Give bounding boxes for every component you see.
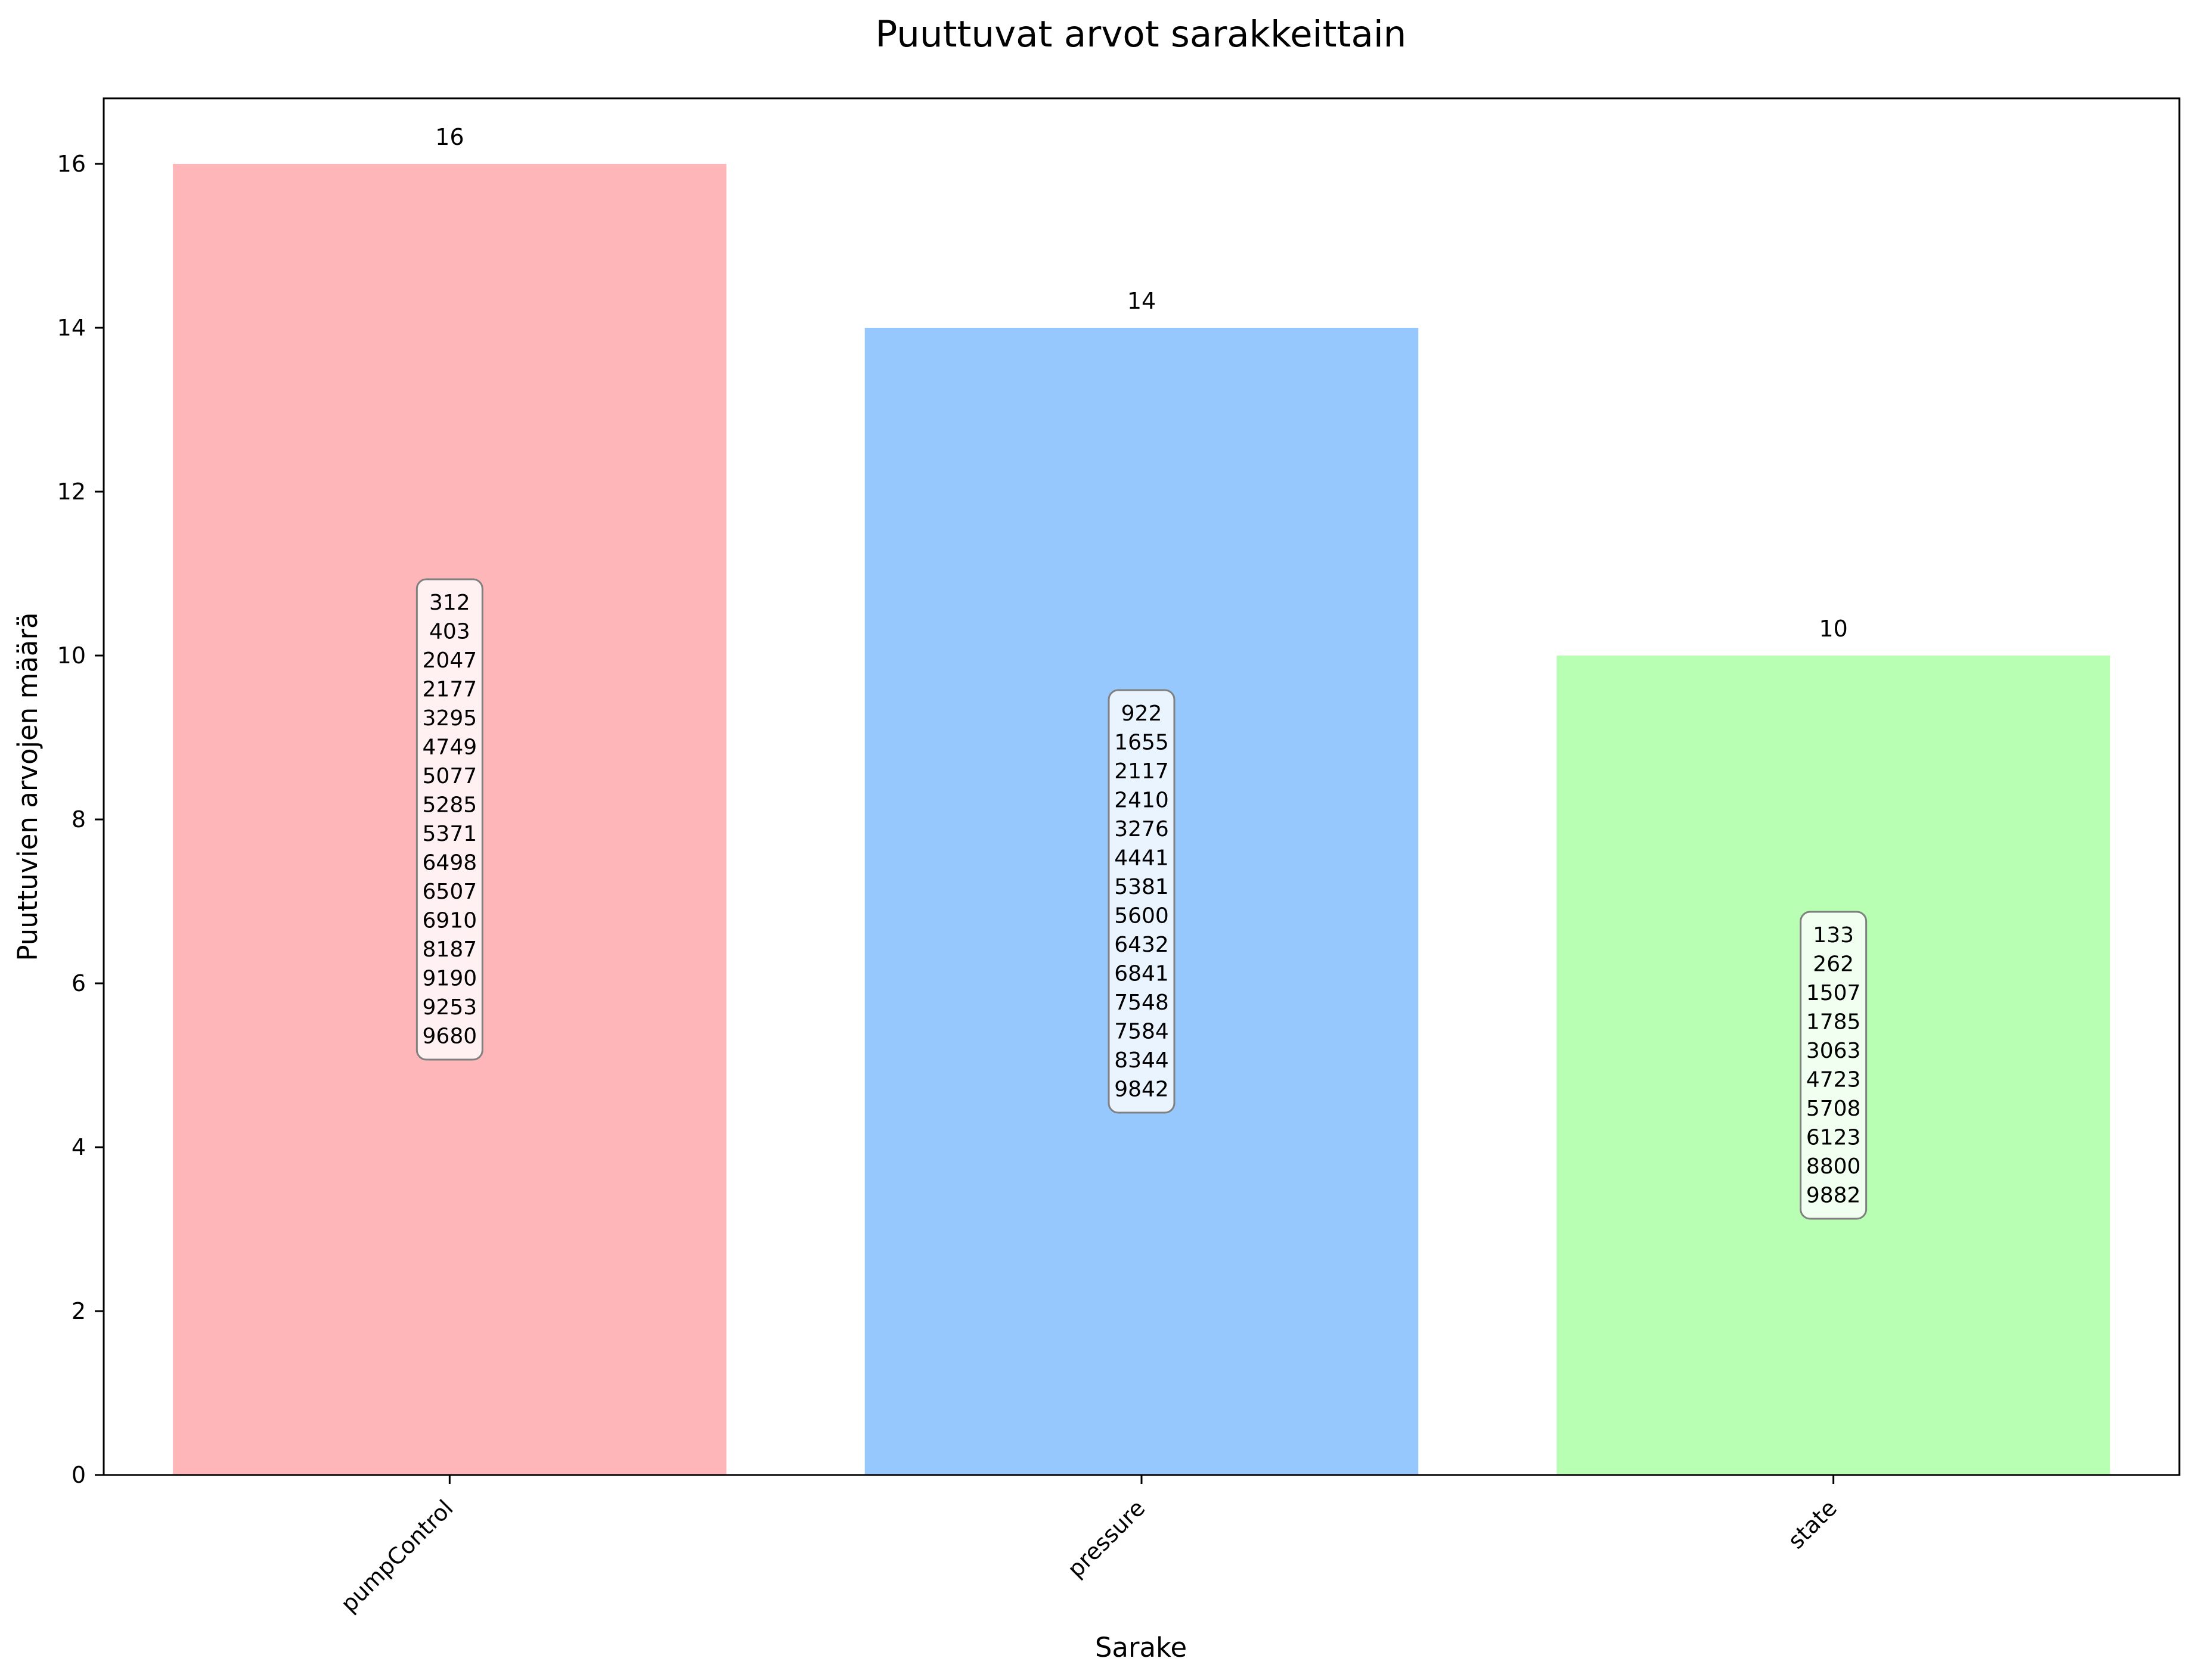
missing-index-state-6: 5708 [1806, 1097, 1861, 1121]
missing-index-pump-control-12: 8187 [423, 937, 477, 962]
value-label-pressure: 14 [1127, 288, 1156, 314]
missing-index-pump-control-11: 6910 [423, 908, 477, 933]
missing-index-pressure-3: 2410 [1114, 788, 1169, 812]
missing-index-pressure-11: 7584 [1114, 1019, 1169, 1044]
missing-index-state-1: 262 [1813, 952, 1854, 976]
missing-index-pressure-5: 4441 [1114, 846, 1169, 870]
missing-index-pump-control-13: 9190 [423, 966, 477, 990]
missing-index-box-state [1800, 911, 1868, 1220]
missing-index-pump-control-7: 5285 [423, 793, 477, 817]
missing-index-pressure-8: 6432 [1114, 933, 1169, 957]
missing-index-pressure-7: 5600 [1114, 903, 1169, 928]
missing-index-state-4: 3063 [1806, 1039, 1861, 1063]
missing-index-pump-control-2: 2047 [423, 648, 477, 673]
missing-index-state-8: 8800 [1806, 1154, 1861, 1179]
y-tick-label-14: 14 [57, 315, 86, 341]
missing-index-pressure-1: 1655 [1114, 730, 1169, 754]
x-axis-ticks: pumpControl pressure state [336, 1475, 1842, 1617]
missing-index-state-2: 1507 [1806, 981, 1861, 1005]
missing-index-pressure-4: 3276 [1114, 817, 1169, 841]
missing-index-pump-control-0: 312 [429, 591, 470, 615]
y-tick-label-2: 2 [72, 1298, 86, 1324]
missing-index-pressure-10: 7548 [1114, 990, 1169, 1015]
missing-index-state-0: 133 [1813, 923, 1854, 948]
bars-layer: 16 312 403 2047 2177 3295 4749 5077 5285 5371 6498… [173, 124, 2110, 1475]
y-tick-label-4: 4 [72, 1134, 86, 1160]
y-tick-label-8: 8 [72, 806, 86, 833]
missing-index-box-pressure [1108, 689, 1176, 1114]
missing-index-pump-control-8: 5371 [423, 822, 477, 846]
chart-title: Puuttuvat arvot sarakkeittain [876, 13, 1407, 55]
missing-index-list-state: 133 262 1507 1785 3063 4723 5708 6123 8800 9882 [1800, 911, 1868, 1220]
missing-index-pressure-6: 5381 [1114, 875, 1169, 899]
y-tick-label-6: 6 [72, 970, 86, 996]
x-tick-label-pump-control: pumpControl [336, 1495, 458, 1617]
missing-index-state-3: 1785 [1806, 1010, 1861, 1034]
missing-index-pressure-0: 922 [1121, 701, 1162, 726]
x-tick-label-pressure: pressure [1062, 1495, 1150, 1582]
missing-index-state-5: 4723 [1806, 1067, 1861, 1092]
missing-index-pump-control-9: 6498 [423, 850, 477, 875]
value-label-state: 10 [1819, 616, 1847, 642]
y-axis-ticks: 0 2 4 6 8 10 12 14 16 [57, 151, 104, 1488]
missing-index-pump-control-6: 5077 [423, 764, 477, 788]
missing-index-pump-control-5: 4749 [423, 735, 477, 759]
plot-frame [103, 97, 2181, 1476]
missing-index-pump-control-15: 9680 [423, 1024, 477, 1048]
y-axis-label: Puuttuvien arvojen määrä [12, 612, 44, 961]
missing-index-pump-control-4: 3295 [423, 706, 477, 731]
missing-index-pressure-9: 6841 [1114, 961, 1169, 986]
value-label-pump-control: 16 [435, 124, 464, 150]
missing-index-list-pump-control: 312 403 2047 2177 3295 4749 5077 5285 5371 6498 65… [415, 578, 483, 1061]
missing-index-list-pressure: 922 1655 2117 2410 3276 4441 5381 5600 6432 6841 7… [1108, 689, 1176, 1114]
missing-index-pressure-12: 8344 [1114, 1048, 1169, 1073]
y-tick-label-10: 10 [57, 642, 86, 669]
missing-index-state-9: 9882 [1806, 1183, 1861, 1207]
missing-index-pressure-2: 2117 [1114, 759, 1169, 784]
missing-index-pump-control-1: 403 [429, 619, 470, 644]
y-tick-label-16: 16 [57, 151, 86, 177]
missing-index-pressure-13: 9842 [1114, 1077, 1169, 1101]
missing-index-box-pump-control [415, 578, 483, 1061]
y-tick-label-12: 12 [57, 479, 86, 505]
y-tick-label-0: 0 [72, 1462, 86, 1488]
missing-index-pump-control-14: 9253 [423, 995, 477, 1020]
missing-index-state-7: 6123 [1806, 1125, 1861, 1150]
missing-index-pump-control-10: 6507 [423, 880, 477, 904]
missing-index-pump-control-3: 2177 [423, 677, 477, 701]
x-tick-label-state: state [1783, 1495, 1842, 1554]
x-axis-label: Sarake [1095, 1632, 1187, 1663]
